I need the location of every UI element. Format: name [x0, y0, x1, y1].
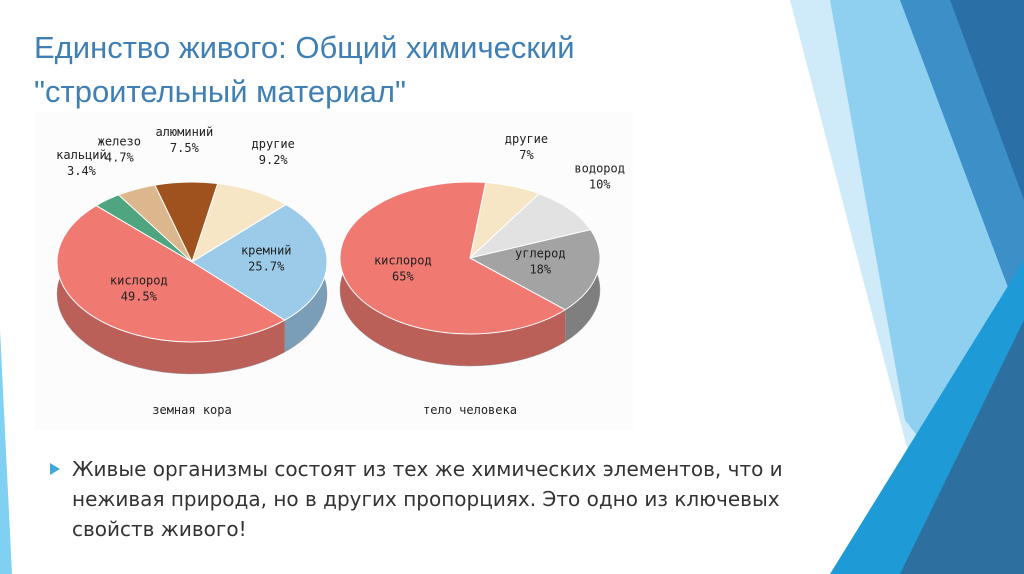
- slide-title: Единство живого: Общий химический "строи…: [34, 26, 575, 114]
- pie-slice: [468, 229, 601, 311]
- slice-value: 3.4%: [67, 164, 97, 178]
- deco-shape: [900, 320, 1024, 574]
- slice-label: водород: [574, 162, 625, 176]
- chart-caption: тело человека: [423, 403, 517, 417]
- slice-value: 49.5%: [121, 290, 158, 304]
- pie-slice: [191, 182, 287, 264]
- chart-caption: земная кора: [152, 403, 231, 417]
- slice-label: железо: [98, 134, 141, 148]
- bullet-text: Живые организмы состоят из тех же химиче…: [50, 454, 812, 544]
- pie-slice: [56, 205, 286, 343]
- slice-label: кремний: [241, 243, 292, 257]
- slice-value: 25.7%: [248, 259, 285, 273]
- slice-label: кальций: [56, 148, 107, 162]
- pie-slice: [191, 203, 328, 321]
- slice-label: кислород: [374, 253, 432, 267]
- deco-shape: [0, 330, 12, 574]
- slice-value: 18%: [529, 263, 551, 277]
- slice-label: другие: [252, 137, 295, 151]
- pie-slice: [468, 193, 592, 259]
- slice-label: углерод: [515, 247, 566, 261]
- title-line: "строительный материал": [34, 74, 406, 109]
- slice-value: 4.7%: [105, 150, 135, 164]
- title-line: Единство живого: Общий химический: [34, 30, 575, 65]
- slice-value: 65%: [392, 269, 414, 283]
- slice-value: 7.5%: [170, 141, 200, 155]
- deco-shape: [950, 0, 1024, 200]
- slice-value: 7%: [519, 148, 534, 162]
- slice-label: другие: [505, 132, 548, 146]
- pie-slice: [339, 181, 567, 335]
- slice-value: 9.2%: [259, 153, 289, 167]
- slice-value: 10%: [589, 178, 611, 192]
- slice-label: алюминий: [155, 125, 213, 139]
- pie-slice: [117, 184, 193, 263]
- slice-label: кислород: [110, 274, 168, 288]
